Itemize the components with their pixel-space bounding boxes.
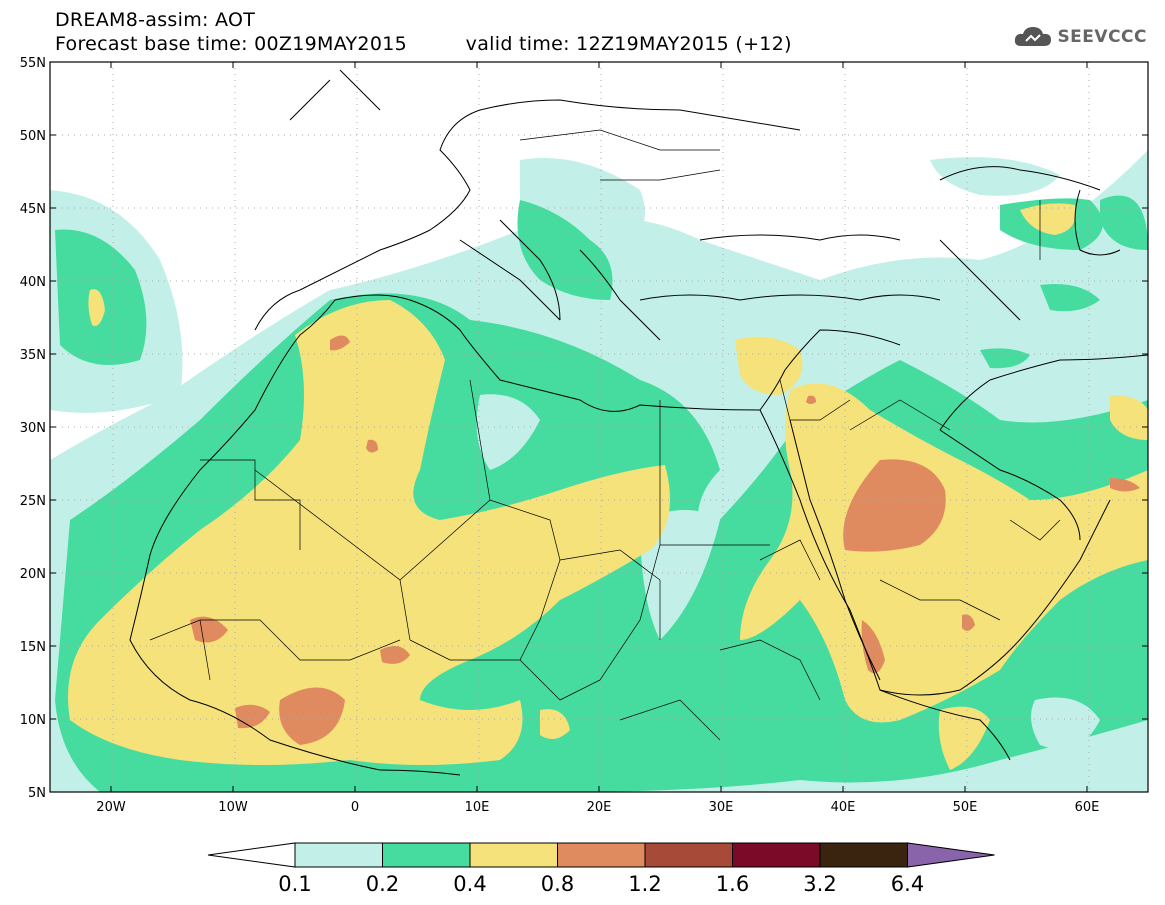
lon-tick-label: 20E [587, 800, 612, 815]
colorbar-swatch [732, 842, 821, 868]
colorbar-swatch [819, 842, 908, 868]
colorbar-swatch [294, 842, 383, 868]
colorbar-label: 3.2 [803, 872, 837, 896]
lat-tick-label: 45N [20, 202, 46, 217]
lon-tick-label: 50E [953, 800, 978, 815]
aot-field [50, 62, 1148, 792]
lat-tick-label: 10N [20, 713, 46, 728]
lon-tick-label: 0 [351, 800, 359, 815]
colorbar-upper-arrow [907, 842, 995, 868]
lat-tick-label: 25N [20, 494, 46, 509]
colorbar-swatch [469, 842, 558, 868]
aot-band-0-8 [190, 335, 1140, 745]
colorbar-swatch [644, 842, 733, 868]
axis-ticks: 20W 10W 0 10E 20E 30E 40E 50E 60E 5N 10N 15N 20N 25N 3… [20, 56, 1148, 815]
coastlines [129, 69, 1148, 776]
lat-tick-label: 35N [20, 348, 46, 363]
lon-tick-label: 10W [218, 800, 248, 815]
colorbar-label: 0.8 [540, 872, 575, 896]
map-header: DREAM8-assim: AOT Forecast base time: 00… [55, 8, 792, 56]
lon-tick-label: 10E [465, 800, 490, 815]
map-title: DREAM8-assim: AOT [55, 9, 256, 31]
lat-tick-label: 15N [20, 640, 46, 655]
aot-band-0-4 [68, 203, 1148, 770]
country-borders [149, 129, 1061, 741]
logo-text: SEEVCCC [1057, 27, 1147, 47]
lon-tick-label: 20W [96, 800, 126, 815]
cloud-icon [1015, 27, 1052, 46]
colorbar-label: 1.2 [628, 872, 662, 896]
forecast-base-time: Forecast base time: 00Z19MAY2015 [55, 33, 407, 55]
colorbar-lower-arrow [207, 842, 296, 868]
lat-tick-label: 55N [20, 56, 46, 71]
colorbar-label: 1.6 [715, 872, 750, 896]
colorbar-swatch [382, 842, 471, 868]
aot-colorbar [207, 842, 995, 868]
valid-time: valid time: 12Z19MAY2015 (+12) [465, 33, 792, 55]
colorbar-label: 0.2 [365, 872, 400, 896]
lat-tick-label: 50N [20, 129, 46, 144]
seevccc-logo: SEEVCCC [1013, 22, 1147, 52]
lon-tick-label: 30E [709, 800, 734, 815]
lat-tick-label: 5N [28, 786, 46, 801]
lat-tick-label: 30N [20, 421, 46, 436]
colorbar-label: 6.4 [890, 872, 925, 896]
lon-tick-label: 40E [831, 800, 856, 815]
lat-tick-label: 20N [20, 567, 46, 582]
lon-tick-label: 60E [1075, 800, 1100, 815]
colorbar-label: 0.4 [453, 872, 487, 896]
colorbar-swatch [557, 842, 646, 868]
lat-tick-label: 40N [20, 275, 46, 290]
colorbar-label: 0.1 [278, 872, 312, 896]
